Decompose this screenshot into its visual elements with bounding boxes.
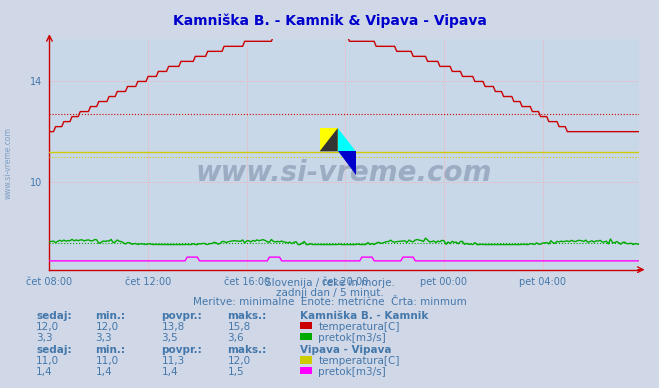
Text: Slovenija / reke in morje.: Slovenija / reke in morje. — [264, 278, 395, 288]
Text: maks.:: maks.: — [227, 311, 267, 321]
Text: 3,6: 3,6 — [227, 333, 244, 343]
Text: min.:: min.: — [96, 311, 126, 321]
Text: Kamniška B. - Kamnik: Kamniška B. - Kamnik — [300, 311, 428, 321]
Text: Vipava - Vipava: Vipava - Vipava — [300, 345, 391, 355]
Text: 3,3: 3,3 — [36, 333, 53, 343]
Text: 1,4: 1,4 — [96, 367, 112, 377]
Text: 12,0: 12,0 — [227, 356, 250, 366]
Text: 11,3: 11,3 — [161, 356, 185, 366]
Text: 1,4: 1,4 — [161, 367, 178, 377]
Text: temperatura[C]: temperatura[C] — [318, 322, 400, 332]
Text: www.si-vreme.com: www.si-vreme.com — [3, 127, 13, 199]
Text: zadnji dan / 5 minut.: zadnji dan / 5 minut. — [275, 288, 384, 298]
Text: temperatura[C]: temperatura[C] — [318, 356, 400, 366]
Text: povpr.:: povpr.: — [161, 345, 202, 355]
Text: 12,0: 12,0 — [36, 322, 59, 332]
Text: min.:: min.: — [96, 345, 126, 355]
Text: sedaj:: sedaj: — [36, 345, 72, 355]
Text: 11,0: 11,0 — [96, 356, 119, 366]
Polygon shape — [338, 151, 356, 175]
Text: Kamniška B. - Kamnik & Vipava - Vipava: Kamniška B. - Kamnik & Vipava - Vipava — [173, 14, 486, 28]
Text: sedaj:: sedaj: — [36, 311, 72, 321]
Text: maks.:: maks.: — [227, 345, 267, 355]
Text: povpr.:: povpr.: — [161, 311, 202, 321]
Text: Meritve: minimalne  Enote: metrične  Črta: minmum: Meritve: minimalne Enote: metrične Črta:… — [192, 297, 467, 307]
Text: 12,0: 12,0 — [96, 322, 119, 332]
Text: 11,0: 11,0 — [36, 356, 59, 366]
Text: 15,8: 15,8 — [227, 322, 250, 332]
Text: pretok[m3/s]: pretok[m3/s] — [318, 367, 386, 377]
Text: 3,3: 3,3 — [96, 333, 112, 343]
Polygon shape — [320, 128, 338, 151]
Text: 3,5: 3,5 — [161, 333, 178, 343]
Bar — [320, 128, 338, 151]
Text: 13,8: 13,8 — [161, 322, 185, 332]
Text: 1,4: 1,4 — [36, 367, 53, 377]
Text: www.si-vreme.com: www.si-vreme.com — [196, 159, 492, 187]
Text: pretok[m3/s]: pretok[m3/s] — [318, 333, 386, 343]
Text: 1,5: 1,5 — [227, 367, 244, 377]
Polygon shape — [338, 128, 356, 151]
